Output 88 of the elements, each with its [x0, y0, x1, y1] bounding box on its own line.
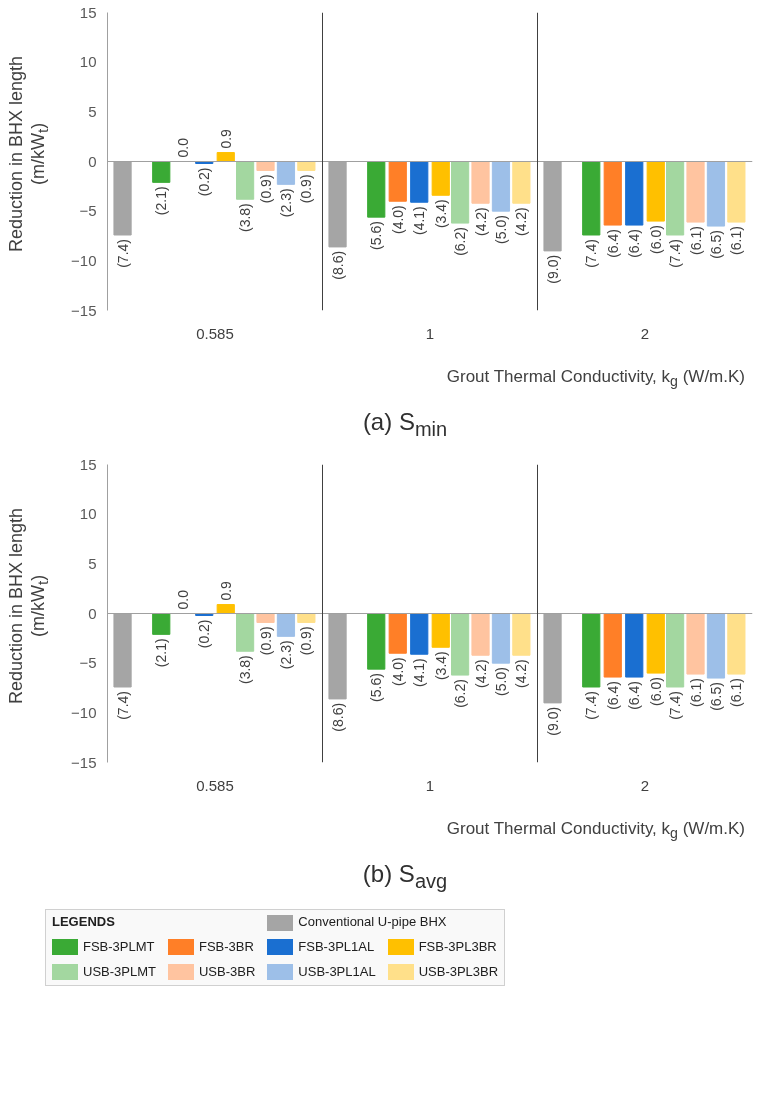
legend-label: FSB-3PLMT: [83, 939, 155, 955]
legend-label: USB-3PL3BR: [418, 963, 499, 979]
legend-label: USB-3PL1AL: [298, 963, 376, 979]
legend-label: USB-3PLMT: [83, 963, 156, 979]
data-label: (5.6): [368, 673, 385, 702]
x-tick-label: 2: [640, 324, 650, 342]
data-label: (4.2): [513, 207, 530, 237]
data-label: (6.1): [687, 678, 704, 707]
text: (b) S$_{avg}$: [361, 859, 449, 894]
data-label: (6.2): [452, 679, 469, 708]
y-tick-label: 0: [88, 152, 97, 170]
data-label: (2.1): [153, 186, 170, 216]
data-label: (4.2): [472, 659, 489, 689]
data-label: (4.1): [411, 658, 428, 688]
data-label: (0.9): [257, 626, 274, 656]
legend-label: USB-3BR: [198, 963, 256, 979]
y-tick-label: −10: [71, 251, 97, 269]
data-label: (3.4): [432, 651, 449, 681]
data-label: (5.0): [492, 667, 509, 696]
data-label: (4.0): [389, 657, 406, 687]
data-label: (5.6): [368, 221, 385, 250]
data-label: (7.4): [114, 239, 131, 268]
data-label: (7.4): [667, 691, 684, 720]
data-label: (8.6): [329, 702, 346, 732]
data-label: (2.3): [277, 640, 294, 670]
y-tick-label: −5: [79, 202, 97, 220]
x-tick-label: 1: [425, 776, 435, 794]
data-label: (3.8): [237, 203, 254, 233]
data-label: (6.1): [728, 226, 745, 255]
y-tick-label: 0: [88, 604, 97, 622]
data-label: (7.4): [114, 691, 131, 720]
y-tick-label: −10: [71, 703, 97, 721]
data-label: (4.0): [389, 205, 406, 235]
data-label: (0.2): [196, 167, 213, 197]
x-axis-title: Grout Thermal Conductivity, k$_{g}$ (W/m.K): [445, 818, 745, 844]
data-label: (7.4): [583, 239, 600, 268]
data-label: (4.2): [513, 659, 530, 689]
x-tick-label: 2: [640, 776, 650, 794]
x-tick-label: 0.585: [196, 324, 234, 342]
data-label: (6.5): [707, 682, 724, 711]
data-label: (5.0): [492, 215, 509, 244]
text: (a) S$_{min}$: [361, 407, 449, 442]
data-label: (6.0): [647, 677, 664, 706]
data-label: (6.4): [626, 681, 643, 710]
data-label: (6.1): [728, 678, 745, 707]
legend-label: Conventional U-pipe BHX: [298, 914, 447, 930]
y-tick-label: 10: [79, 505, 97, 523]
y-tick-label: −15: [71, 753, 97, 771]
data-label: (6.2): [452, 227, 469, 256]
legend-label: FSB-3BR: [198, 939, 254, 955]
data-label: (6.4): [604, 229, 621, 258]
data-label: (0.9): [298, 174, 315, 204]
legend-title: LEGENDS: [51, 913, 116, 932]
data-label: (6.0): [647, 225, 664, 254]
data-label: 0.0: [174, 137, 191, 158]
y-tick-label: −5: [79, 654, 97, 672]
data-label: (3.8): [237, 655, 254, 685]
data-label: (7.4): [667, 239, 684, 268]
data-label: (8.6): [329, 250, 346, 280]
data-label: (6.4): [604, 681, 621, 710]
data-label: (6.5): [707, 230, 724, 259]
x-tick-label: 0.585: [196, 776, 234, 794]
y-tick-label: 5: [88, 102, 97, 120]
y-tick-label: 15: [79, 3, 97, 21]
data-label: (9.0): [544, 706, 561, 736]
data-label: 0.9: [217, 128, 234, 149]
data-label: (0.9): [257, 174, 274, 204]
x-axis-title: Grout Thermal Conductivity, k$_{g}$ (W/m.K): [445, 366, 745, 392]
data-label: (6.4): [626, 229, 643, 258]
y-tick-label: 5: [88, 554, 97, 572]
legend-label: FSB-3PL1AL: [298, 939, 375, 955]
data-label: (3.4): [432, 199, 449, 229]
data-label: (0.2): [196, 619, 213, 649]
data-label: 0.0: [174, 589, 191, 610]
data-label: (4.1): [411, 206, 428, 236]
data-label: (6.1): [687, 226, 704, 255]
data-label: 0.9: [217, 580, 234, 601]
data-label: (0.9): [298, 626, 315, 656]
data-label: (4.2): [472, 207, 489, 237]
y-tick-label: 15: [79, 455, 97, 473]
x-tick-label: 1: [425, 324, 435, 342]
y-tick-label: 10: [79, 53, 97, 71]
data-label: (7.4): [583, 691, 600, 720]
data-label: (2.3): [277, 188, 294, 218]
legend-label: FSB-3PL3BR: [418, 939, 497, 955]
data-label: (9.0): [544, 254, 561, 284]
data-label: (2.1): [153, 638, 170, 668]
y-tick-label: −15: [71, 301, 97, 319]
